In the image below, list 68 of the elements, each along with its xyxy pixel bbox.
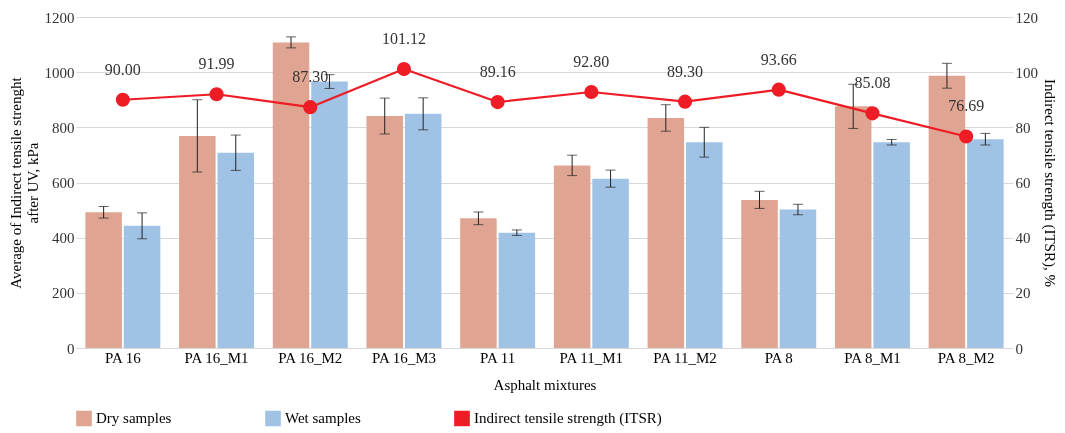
y2-tick-label: 60 — [1015, 175, 1031, 191]
bar — [553, 165, 591, 348]
y-axis-title: Average of Indirect tensile strenght after UV, kPa — [7, 76, 41, 289]
x-tick-label: PA 11_M2 — [653, 349, 717, 366]
bar — [179, 135, 216, 348]
y-tick-label: 200 — [52, 285, 75, 302]
point — [209, 87, 224, 102]
x-tick-label: PA 11 — [480, 349, 516, 366]
data-label: 89.30 — [667, 62, 704, 80]
x-tick-label: PA 16_M2 — [278, 349, 343, 366]
legend-label: Wet samples — [285, 410, 362, 427]
data-label: 101.12 — [381, 30, 426, 48]
x-tick-label: PA 16 — [104, 349, 142, 366]
bar — [592, 178, 629, 348]
data-label: 93.66 — [760, 50, 797, 68]
y2-axis-title: Indirect tensile strength (ITSR), % — [1041, 79, 1058, 287]
x-tick-label: PA 8_M1 — [844, 349, 901, 366]
y2-tick-label: 20 — [1015, 285, 1031, 302]
bar — [498, 232, 536, 348]
point — [396, 62, 412, 77]
bar — [311, 81, 348, 348]
bar — [967, 139, 1004, 348]
y-tick-label: 0 — [67, 340, 75, 357]
data-label: 91.99 — [198, 55, 235, 73]
point — [303, 100, 318, 115]
data-label: 92.80 — [573, 53, 610, 71]
point — [115, 92, 130, 107]
y-tick-label: 1200 — [44, 9, 75, 26]
x-tick-label: PA 11_M1 — [559, 349, 624, 366]
bar — [647, 117, 685, 348]
y2-tick-label: 120 — [1015, 9, 1038, 26]
point — [584, 84, 599, 100]
bar — [834, 106, 872, 348]
bar — [366, 116, 403, 348]
bar — [686, 142, 723, 348]
x-tick-label: PA 16_M3 — [371, 349, 436, 366]
point — [490, 95, 505, 110]
y2-tick-label: 0 — [1015, 340, 1023, 357]
point — [865, 106, 880, 121]
legend-label: Dry samples — [96, 410, 172, 427]
data-label: 87.30 — [292, 68, 329, 86]
point — [959, 129, 974, 144]
data-label: 90.00 — [104, 60, 141, 78]
legend-label: Indirect tensile strength (ITSR) — [474, 410, 662, 428]
y-tick-label: 1000 — [44, 64, 75, 81]
bar — [460, 218, 497, 348]
y2-tick-label: 80 — [1015, 119, 1031, 136]
bar — [217, 152, 255, 348]
x-tick-label: PA 8_M2 — [937, 349, 995, 366]
bar — [741, 199, 778, 348]
y2-tick-label: 40 — [1015, 230, 1031, 247]
bar — [404, 113, 442, 348]
data-label: 89.16 — [479, 63, 516, 81]
y2-tick-label: 100 — [1015, 64, 1038, 81]
bar — [85, 212, 122, 348]
point — [677, 94, 693, 109]
bar — [873, 142, 910, 348]
x-axis-title: Asphalt mixtures — [493, 376, 597, 393]
y-tick-label: 800 — [52, 119, 75, 136]
y-tick-label: 400 — [52, 230, 75, 247]
bar — [779, 209, 817, 348]
x-tick-label: PA 8 — [764, 349, 793, 366]
bar — [123, 225, 161, 348]
data-label: 76.69 — [948, 97, 985, 115]
x-tick-label: PA 16_M1 — [184, 349, 249, 366]
point — [771, 82, 786, 97]
data-label: 85.08 — [854, 74, 891, 92]
y-tick-label: 600 — [52, 175, 75, 191]
